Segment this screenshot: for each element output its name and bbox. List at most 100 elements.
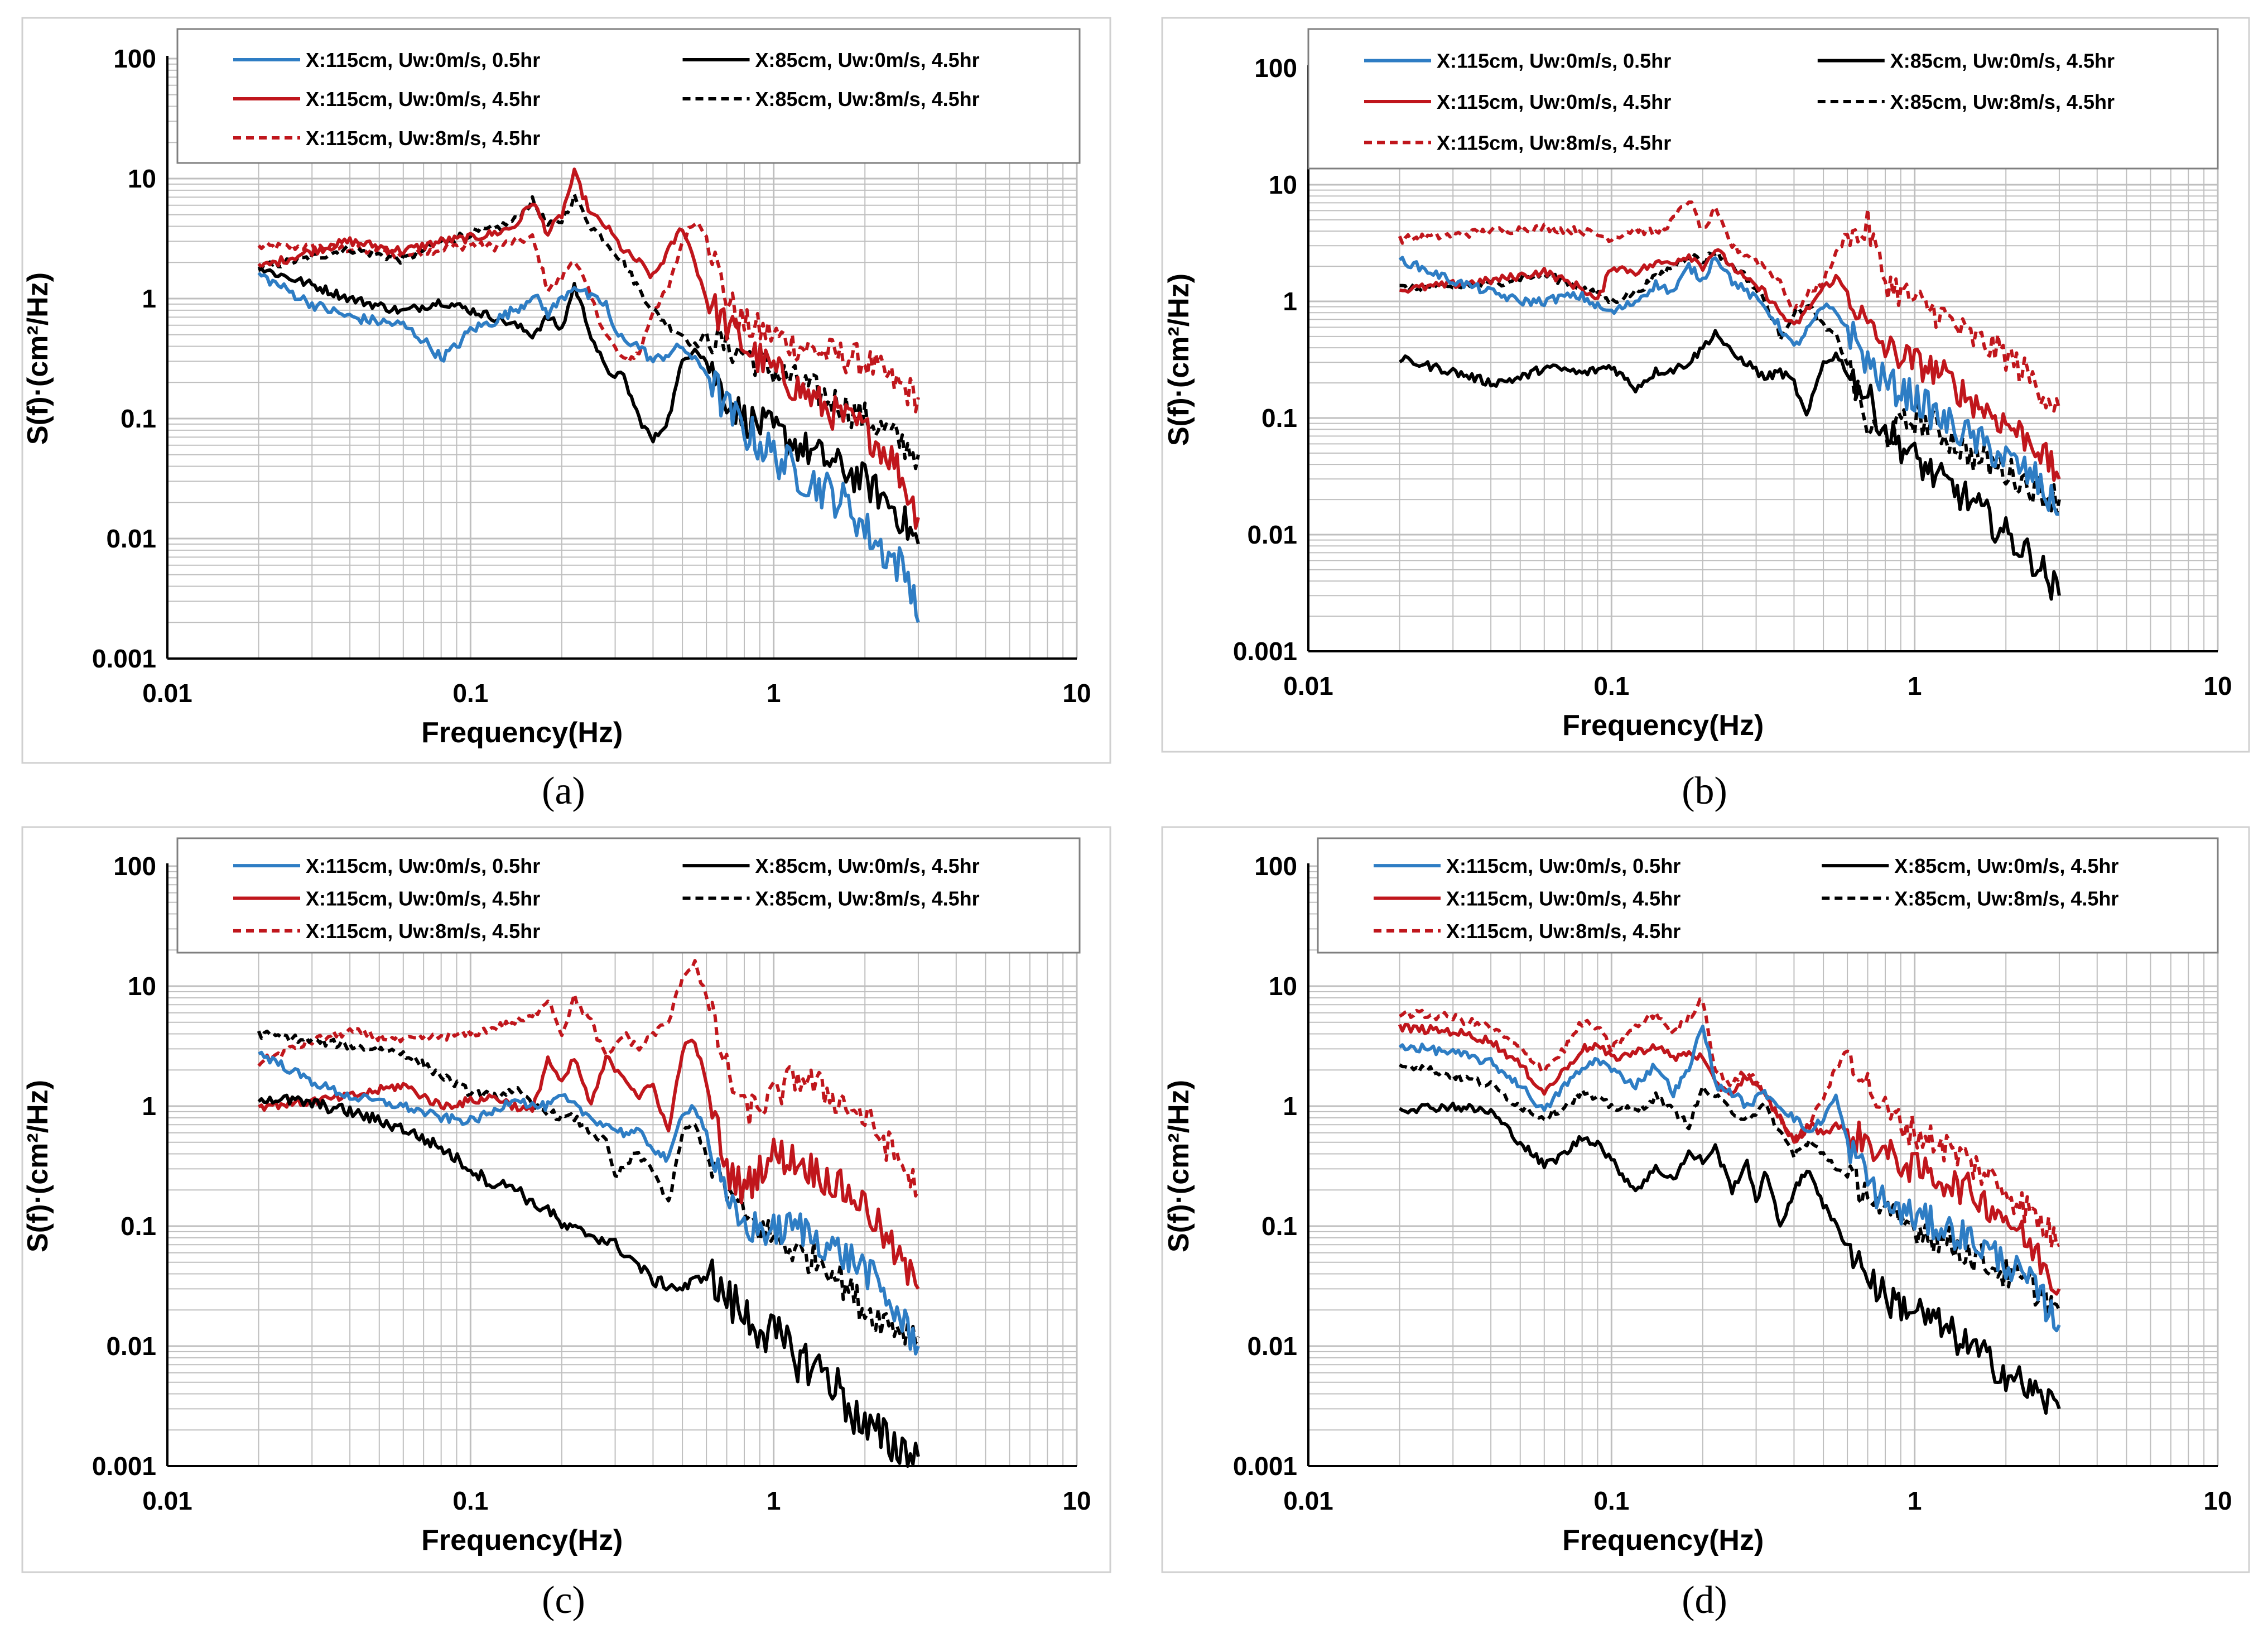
series-line-red-solid [257,1039,920,1290]
series-line-black-dashed [1398,1063,2061,1319]
series-line-red-dashed [1398,200,2061,413]
legend-label: X:85cm, Uw:8m/s, 4.5hr [1890,90,2115,113]
legend-box [176,28,1081,164]
legend-label: X:115cm, Uw:8m/s, 4.5hr [1437,131,1671,154]
y-tick-label: 0.001 [92,644,156,673]
x-tick-label: 0.01 [1283,671,1333,700]
chart-panel-a: 0.01 0.1 1 10 0.001 0.01 0.1 1 10 100 Frequency(Hz… [21,17,1111,813]
y-tick-label: 1 [142,284,156,313]
x-tick-label: 10 [1062,679,1091,708]
series-line-blue-solid [1398,1024,2061,1333]
y-tick-label: 0.1 [121,1212,156,1241]
x-axis-title: Frequency(Hz) [421,1524,623,1557]
y-tick-label: 1 [142,1092,156,1121]
panel-caption: (d) [1682,1579,1727,1622]
x-tick-label: 0.1 [452,679,488,708]
x-axis-title: Frequency(Hz) [1562,1524,1764,1557]
y-tick-label: 1 [1283,1092,1297,1121]
y-tick-label: 0.01 [1247,1332,1297,1361]
series-line-red-dashed [257,220,920,414]
chart-panel-d: 0.01 0.1 1 10 0.001 0.01 0.1 1 10 100 Frequency(Hz… [1161,826,2250,1622]
legend-box [1307,28,2219,170]
legend: X:115cm, Uw:0m/s, 0.5hr X:85cm, Uw:0m/s, … [176,28,1081,164]
series-line-blue-solid [1398,256,2060,516]
series-line-black-dashed [1399,250,2061,516]
y-tick-label: 0.001 [1233,1452,1297,1481]
y-tick-label: 0.1 [1261,1212,1297,1241]
legend-label: X:115cm, Uw:0m/s, 4.5hr [1446,887,1680,910]
legend: X:115cm, Uw:0m/s, 0.5hr X:85cm, Uw:0m/s, … [1317,837,2219,954]
series-line-red-solid [257,167,920,530]
legend: X:115cm, Uw:0m/s, 0.5hr X:85cm, Uw:0m/s, … [176,837,1081,954]
y-axis-title: S(f)·(cm²/Hz) [1163,1080,1195,1252]
y-tick-label: 10 [128,164,156,193]
legend-label: X:115cm, Uw:0m/s, 0.5hr [1437,50,1671,73]
x-tick-label: 10 [1062,1486,1091,1515]
y-tick-label: 1 [1283,287,1297,316]
legend-label: X:115cm, Uw:8m/s, 4.5hr [306,127,540,150]
panel-caption: (c) [542,1579,585,1622]
legend-label: X:115cm, Uw:8m/s, 4.5hr [1446,920,1680,943]
series-line-blue-solid [258,1050,920,1356]
y-tick-label: 100 [1254,54,1297,83]
y-tick-label: 10 [1269,972,1297,1001]
series-line-black-solid [1398,329,2061,601]
x-tick-label: 0.01 [142,1486,192,1515]
x-tick-label: 0.1 [1593,671,1629,700]
y-tick-label: 10 [1269,170,1297,199]
legend-label: X:85cm, Uw:8m/s, 4.5hr [755,887,980,910]
x-tick-label: 0.01 [142,679,192,708]
series-line-red-solid [1399,248,2061,482]
x-tick-label: 1 [1908,1486,1922,1515]
y-tick-label: 100 [1254,852,1297,881]
panel-caption: (a) [542,770,585,813]
y-tick-label: 0.001 [92,1452,156,1481]
panel-caption: (b) [1682,770,1727,813]
legend-label: X:115cm, Uw:0m/s, 4.5hr [1437,90,1671,113]
legend-label: X:85cm, Uw:0m/s, 4.5hr [1890,50,2115,73]
legend-label: X:85cm, Uw:0m/s, 4.5hr [1894,854,2118,877]
x-tick-label: 10 [2203,671,2232,700]
series-line-red-dashed [257,959,920,1198]
y-tick-label: 100 [113,852,156,881]
y-tick-label: 0.1 [121,404,156,433]
series-line-blue-solid [257,271,920,623]
series-line-black-solid [1398,1101,2061,1415]
y-axis-title: S(f)·(cm²/Hz) [22,272,54,445]
legend-box [1317,837,2219,954]
y-tick-label: 10 [128,972,156,1001]
x-tick-label: 1 [1908,671,1922,700]
y-axis-title: S(f)·(cm²/Hz) [1163,273,1195,446]
y-tick-label: 0.01 [1247,520,1297,549]
legend-label: X:85cm, Uw:8m/s, 4.5hr [1894,887,2118,910]
y-tick-label: 0.01 [106,524,156,553]
y-axis-title: S(f)·(cm²/Hz) [22,1080,54,1252]
y-tick-label: 100 [113,44,156,73]
x-tick-label: 10 [2203,1486,2232,1515]
x-axis-title: Frequency(Hz) [421,717,623,749]
series-line-black-solid [258,267,920,545]
x-axis-title: Frequency(Hz) [1562,709,1764,742]
chart-panel-c: 0.01 0.1 1 10 0.001 0.01 0.1 1 10 100 Frequency(Hz… [21,826,1111,1622]
legend: X:115cm, Uw:0m/s, 0.5hr X:85cm, Uw:0m/s, … [1307,28,2219,170]
series-line-black-solid [257,1093,920,1468]
legend-label: X:85cm, Uw:0m/s, 4.5hr [755,854,980,877]
series-line-black-dashed [257,193,920,470]
series-line-red-dashed [1399,997,2060,1250]
legend-label: X:85cm, Uw:8m/s, 4.5hr [755,88,980,111]
series-line-black-dashed [257,1029,920,1349]
legend-label: X:115cm, Uw:8m/s, 4.5hr [306,920,540,943]
y-tick-label: 0.1 [1261,404,1297,433]
legend-label: X:115cm, Uw:0m/s, 0.5hr [1446,854,1680,877]
y-tick-label: 0.001 [1233,637,1297,666]
legend-box [176,837,1081,954]
x-tick-label: 0.01 [1283,1486,1333,1515]
chart-panel-b: 0.01 0.1 1 10 0.001 0.01 0.1 1 10 100 Frequency(Hz… [1161,17,2250,813]
x-tick-label: 0.1 [452,1486,488,1515]
legend-label: X:115cm, Uw:0m/s, 4.5hr [306,887,540,910]
x-tick-label: 1 [767,679,781,708]
y-tick-label: 0.01 [106,1332,156,1361]
x-tick-label: 0.1 [1593,1486,1629,1515]
